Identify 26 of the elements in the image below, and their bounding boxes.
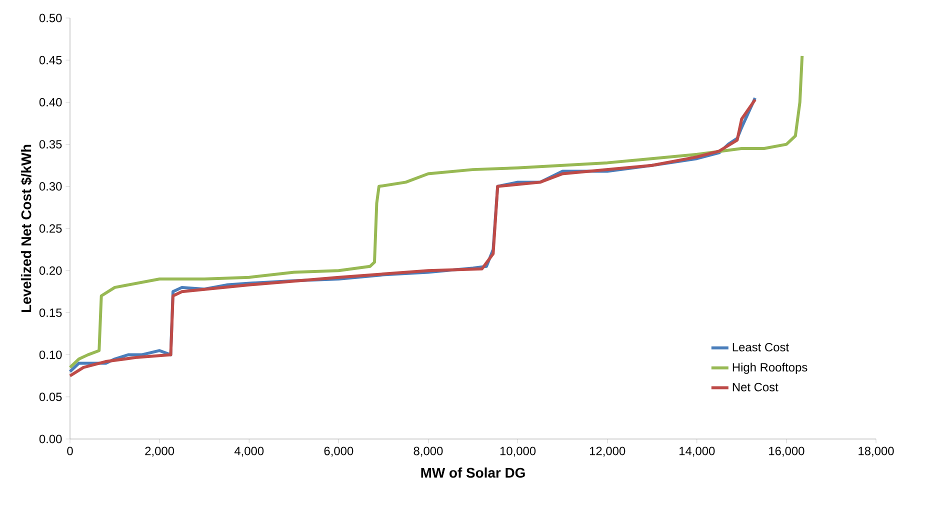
x-tick-label: 8,000	[414, 446, 443, 457]
x-tick-label: 14,000	[680, 446, 715, 457]
legend-label: Least Cost	[732, 342, 789, 352]
y-tick-label: 0.35	[39, 140, 62, 149]
legend-label: Net Cost	[732, 382, 778, 392]
y-tick-label: 0.00	[39, 434, 62, 444]
y-axis-title: Levelized Net Cost $/kWh	[20, 144, 32, 312]
y-tick-label: 0.05	[39, 392, 62, 402]
y-tick-label: 0.45	[39, 56, 62, 64]
y-tick-label: 0.15	[39, 308, 62, 317]
x-tick-label: 2,000	[145, 446, 174, 457]
x-tick-label: 10,000	[500, 446, 536, 457]
y-tick-label: 0.10	[39, 350, 62, 360]
y-tick-label: 0.40	[39, 98, 62, 106]
legend-label: High Rooftops	[732, 362, 808, 374]
x-tick-label: 4,000	[234, 446, 264, 457]
y-tick-label: 0.30	[39, 182, 62, 191]
x-axis-title: MW of Solar DG	[421, 467, 525, 478]
y-tick-label: 0.20	[39, 266, 62, 275]
y-tick-label: 0.50	[39, 14, 62, 22]
x-tick-label: 12,000	[590, 446, 626, 457]
y-tick-label: 0.25	[39, 224, 62, 233]
x-tick-label: 0	[67, 446, 73, 456]
x-tick-label: 6,000	[324, 446, 354, 457]
x-tick-label: 16,000	[769, 446, 804, 457]
x-tick-label: 18,000	[858, 446, 894, 457]
